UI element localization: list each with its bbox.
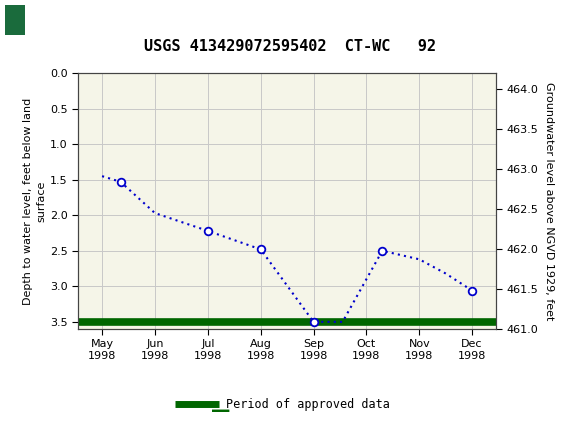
Text: —: —: [211, 401, 230, 420]
FancyBboxPatch shape: [5, 5, 25, 35]
Y-axis label: Depth to water level, feet below land
surface: Depth to water level, feet below land su…: [23, 98, 46, 304]
Text: USGS: USGS: [49, 11, 104, 29]
Text: Period of approved data: Period of approved data: [226, 398, 390, 411]
Text: USGS 413429072595402  CT-WC   92: USGS 413429072595402 CT-WC 92: [144, 39, 436, 54]
Y-axis label: Groundwater level above NGVD 1929, feet: Groundwater level above NGVD 1929, feet: [543, 82, 554, 320]
FancyBboxPatch shape: [5, 5, 45, 35]
